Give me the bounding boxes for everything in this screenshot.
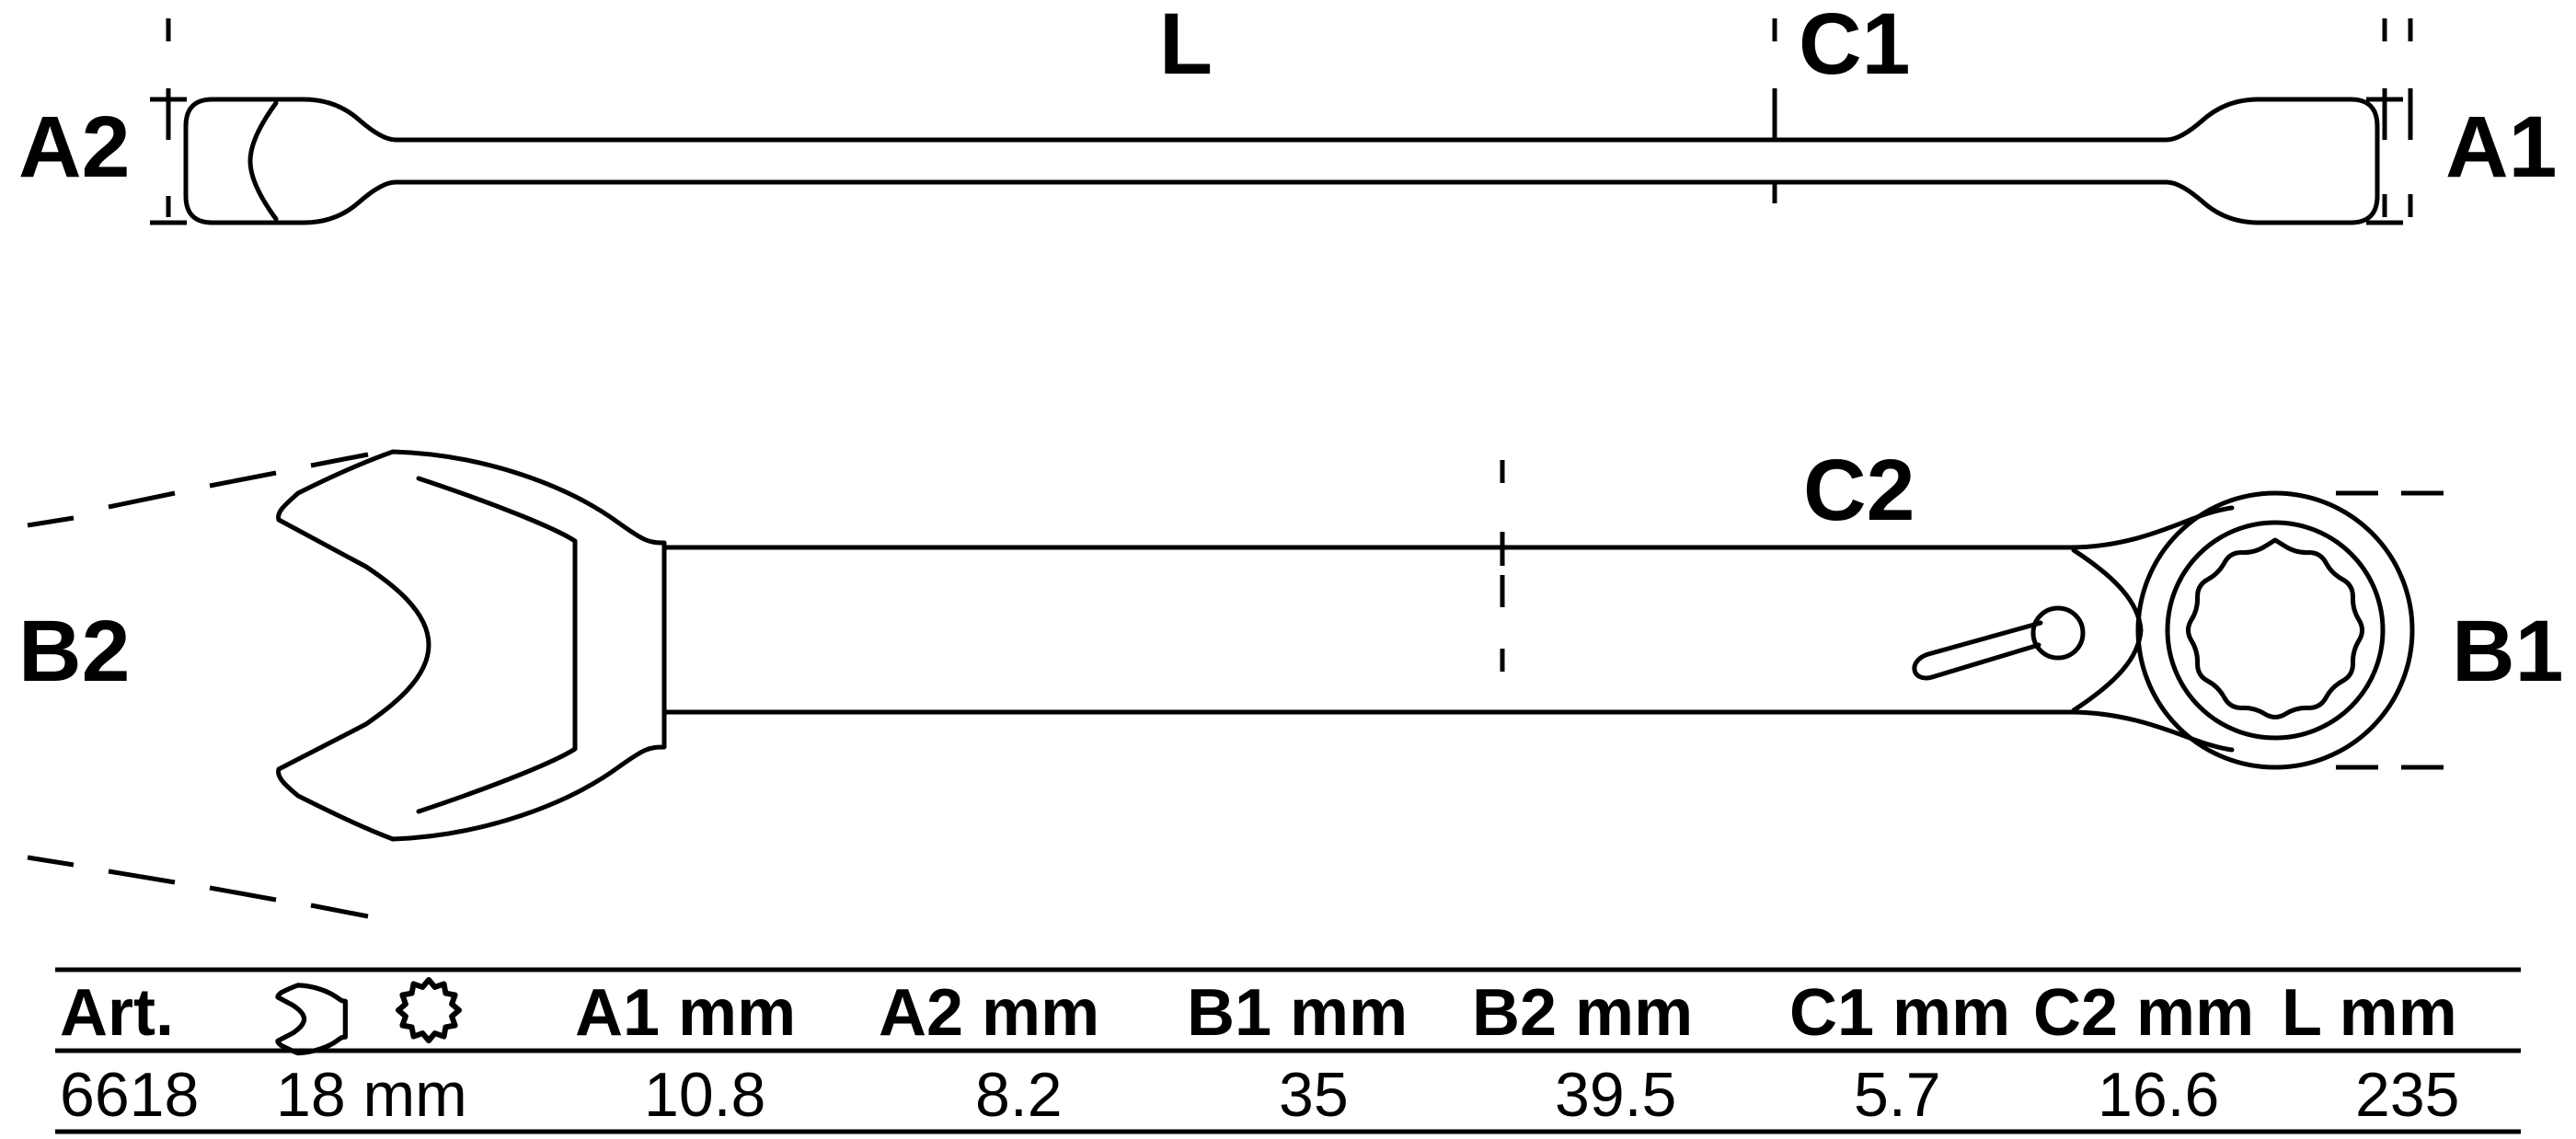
svg-text:B2 mm: B2 mm [1472,976,1693,1050]
svg-text:L: L [1159,0,1213,93]
svg-text:C1 mm: C1 mm [1789,976,2010,1050]
svg-text:B2: B2 [18,603,130,700]
svg-text:18 mm: 18 mm [276,1060,467,1130]
svg-text:16.6: 16.6 [2098,1060,2219,1130]
svg-text:5.7: 5.7 [1854,1060,1941,1130]
svg-text:35: 35 [1279,1060,1349,1130]
svg-text:A2: A2 [18,98,130,196]
svg-text:A2 mm: A2 mm [879,976,1099,1050]
svg-text:A1 mm: A1 mm [575,976,796,1050]
svg-text:235: 235 [2355,1060,2459,1130]
svg-text:L mm: L mm [2282,976,2457,1050]
svg-text:C1: C1 [1799,0,1910,93]
svg-text:C2: C2 [1803,442,1915,539]
svg-text:6618: 6618 [60,1060,199,1130]
svg-text:A1: A1 [2445,98,2557,196]
svg-text:Art.: Art. [60,976,174,1050]
svg-text:C2 mm: C2 mm [2033,976,2254,1050]
svg-text:39.5: 39.5 [1555,1060,1676,1130]
svg-text:B1 mm: B1 mm [1187,976,1408,1050]
svg-text:10.8: 10.8 [644,1060,765,1130]
svg-text:B1: B1 [2452,603,2563,700]
svg-text:8.2: 8.2 [975,1060,1063,1130]
